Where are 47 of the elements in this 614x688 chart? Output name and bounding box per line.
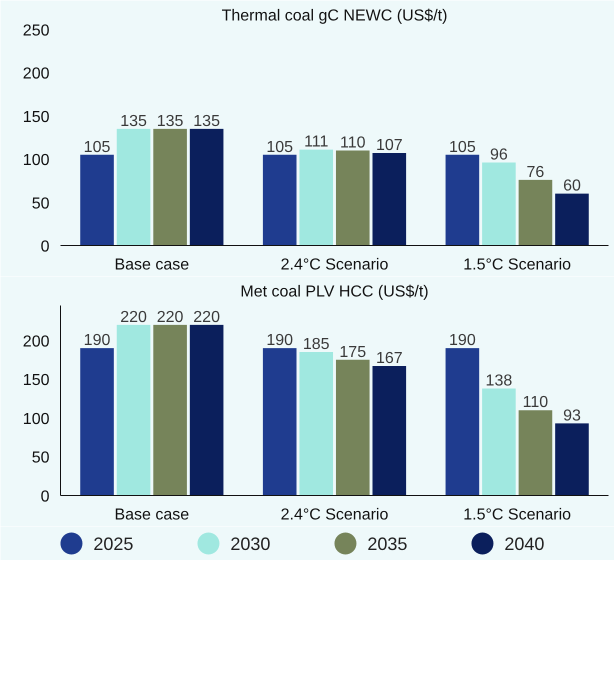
- data-label: 96: [490, 146, 508, 164]
- x-tick-label: Base case: [114, 256, 190, 274]
- y-tick-label: 50: [32, 195, 50, 212]
- chart-title: Met coal PLV HCC (US$/t): [240, 284, 429, 300]
- data-label: 220: [193, 308, 220, 326]
- data-label: 135: [156, 112, 184, 130]
- legend-label: 2035: [367, 534, 408, 554]
- y-tick-label: 150: [22, 372, 50, 390]
- data-label: 93: [563, 407, 581, 424]
- y-tick-label: 0: [40, 238, 50, 256]
- legend-label: 2025: [93, 534, 134, 554]
- x-tick-label: Base case: [114, 506, 190, 524]
- y-tick-label: 100: [22, 410, 50, 428]
- data-label: 110: [522, 394, 548, 412]
- y-tick-label: 100: [22, 152, 50, 170]
- y-tick-label: 250: [22, 22, 50, 40]
- data-label: 190: [449, 332, 476, 350]
- data-label: 175: [339, 344, 366, 361]
- data-label: 135: [193, 112, 220, 130]
- y-tick-label: 150: [22, 108, 50, 126]
- data-label: 220: [156, 308, 184, 326]
- data-label: 111: [304, 134, 328, 151]
- data-label: 105: [84, 138, 110, 156]
- x-tick-label: 2.4°C Scenario: [280, 506, 388, 524]
- y-tick-label: 200: [22, 66, 50, 83]
- data-label: 138: [486, 372, 512, 390]
- y-tick-label: 50: [32, 450, 50, 467]
- y-tick-label: 0: [40, 488, 50, 506]
- data-label: 76: [526, 164, 544, 181]
- data-label: 105: [266, 138, 294, 156]
- data-label: 220: [120, 308, 148, 326]
- data-label: 60: [563, 178, 581, 195]
- data-label: 185: [302, 336, 330, 354]
- x-tick-label: 1.5°C Scenario: [463, 256, 572, 274]
- legend-label: 2030: [230, 534, 270, 554]
- legend-label: 2040: [504, 534, 544, 554]
- data-label: 110: [340, 134, 366, 152]
- x-tick-label: 2.4°C Scenario: [280, 256, 388, 274]
- data-label: 105: [449, 138, 476, 156]
- y-tick-label: 200: [22, 333, 50, 350]
- x-tick-label: 1.5°C Scenario: [463, 506, 572, 524]
- data-label: 135: [120, 112, 148, 130]
- data-label: 107: [376, 137, 403, 154]
- data-label: 190: [266, 332, 294, 350]
- data-label: 167: [376, 350, 403, 367]
- data-label: 190: [84, 332, 110, 350]
- chart-title: Thermal coal gC NEWC (US$/t): [222, 8, 448, 24]
